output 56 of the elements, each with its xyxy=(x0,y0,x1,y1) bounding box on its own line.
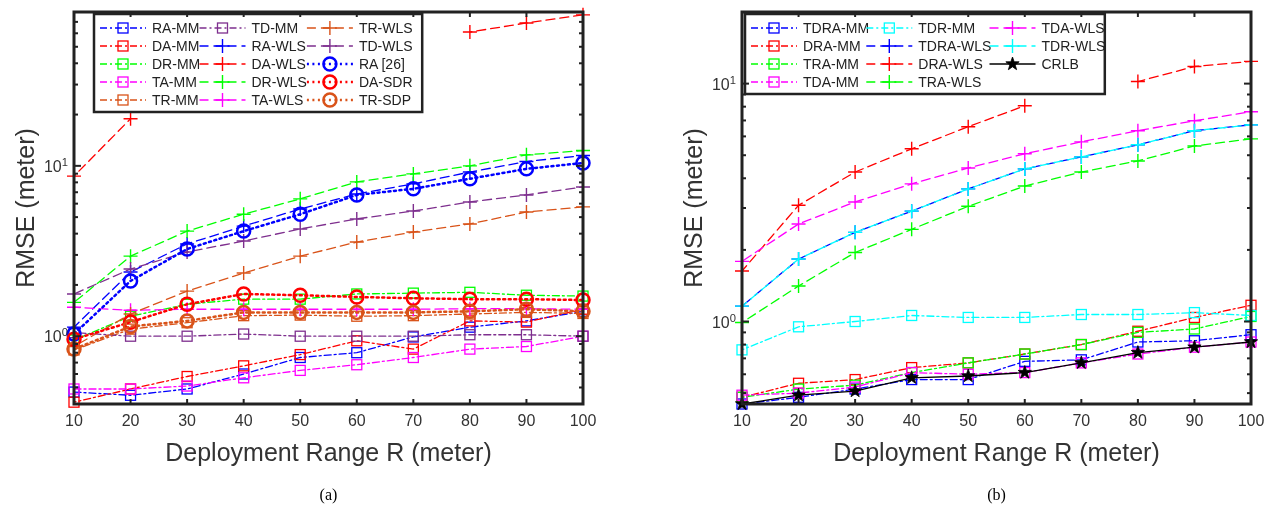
y-tick-label: 10$^{0}$ xyxy=(43,326,68,346)
legend-label: RA [26] xyxy=(358,56,405,73)
x-tick-label: 90 xyxy=(517,412,536,429)
x-tick-label: 50 xyxy=(959,412,978,429)
legend-label: TDRA-MM xyxy=(803,20,870,37)
text: (a) xyxy=(319,486,338,504)
legend-label: TDA-MM xyxy=(803,74,859,91)
legend-label: TRA-WLS xyxy=(918,74,982,91)
y-axis-title: RMSE (meter) xyxy=(679,128,707,288)
legend-label: TDRA-WLS xyxy=(918,38,992,55)
legend-label: TD-WLS xyxy=(358,38,413,55)
legend-label: DRA-WLS xyxy=(918,56,983,73)
x-tick-label: 40 xyxy=(234,412,253,429)
legend-label: CRLB xyxy=(1041,56,1079,73)
x-tick-label: 30 xyxy=(846,412,865,429)
legend-label: DRA-MM xyxy=(803,38,861,55)
x-axis-title: Deployment Range R (meter) xyxy=(833,438,1160,466)
legend-label: TR-SDP xyxy=(358,92,412,109)
x-axis-title: Deployment Range R (meter) xyxy=(165,438,492,466)
x-tick-label: 60 xyxy=(1015,412,1034,429)
legend-label: TA-WLS xyxy=(251,92,304,109)
y-tick-label: 10$^{1}$ xyxy=(43,155,68,175)
legend-label: TR-MM xyxy=(152,92,199,109)
y-tick-label: 10$^{1}$ xyxy=(711,73,736,93)
x-tick-label: 70 xyxy=(1072,412,1091,429)
x-tick-label: 30 xyxy=(178,412,197,429)
text: (b) xyxy=(987,486,1006,504)
x-tick-label: 40 xyxy=(902,412,921,429)
x-tick-label: 100 xyxy=(569,412,597,429)
legend-label: TRA-MM xyxy=(803,56,859,73)
legend-label: RA-WLS xyxy=(251,38,306,55)
legend-label: TDA-WLS xyxy=(1041,20,1105,37)
x-tick-label: 20 xyxy=(789,412,808,429)
x-tick-label: 10 xyxy=(733,412,751,429)
legend-label: RA-MM xyxy=(152,20,200,37)
x-tick-label: 50 xyxy=(291,412,310,429)
legend-label: TA-MM xyxy=(152,74,197,91)
x-tick-label: 100 xyxy=(1237,412,1265,429)
legend-label: TR-WLS xyxy=(358,20,413,37)
x-tick-label: 80 xyxy=(1128,412,1147,429)
x-tick-label: 60 xyxy=(347,412,366,429)
legend-label: DA-WLS xyxy=(251,56,306,73)
legend-label: DR-WLS xyxy=(251,74,307,91)
legend-label: TDR-MM xyxy=(918,20,976,37)
legend-label: DA-MM xyxy=(152,38,200,55)
legend-label: DR-MM xyxy=(152,56,201,73)
legend-label: TD-MM xyxy=(251,20,299,37)
legend-label: DA-SDR xyxy=(358,74,413,91)
y-axis-title: RMSE (meter) xyxy=(11,128,39,288)
x-tick-label: 10 xyxy=(65,412,83,429)
x-tick-label: 80 xyxy=(460,412,479,429)
x-tick-label: 90 xyxy=(1185,412,1204,429)
y-tick-label: 10$^{0}$ xyxy=(711,311,736,331)
legend-label: TDR-WLS xyxy=(1041,38,1106,55)
x-tick-label: 70 xyxy=(404,412,423,429)
x-tick-label: 20 xyxy=(121,412,140,429)
